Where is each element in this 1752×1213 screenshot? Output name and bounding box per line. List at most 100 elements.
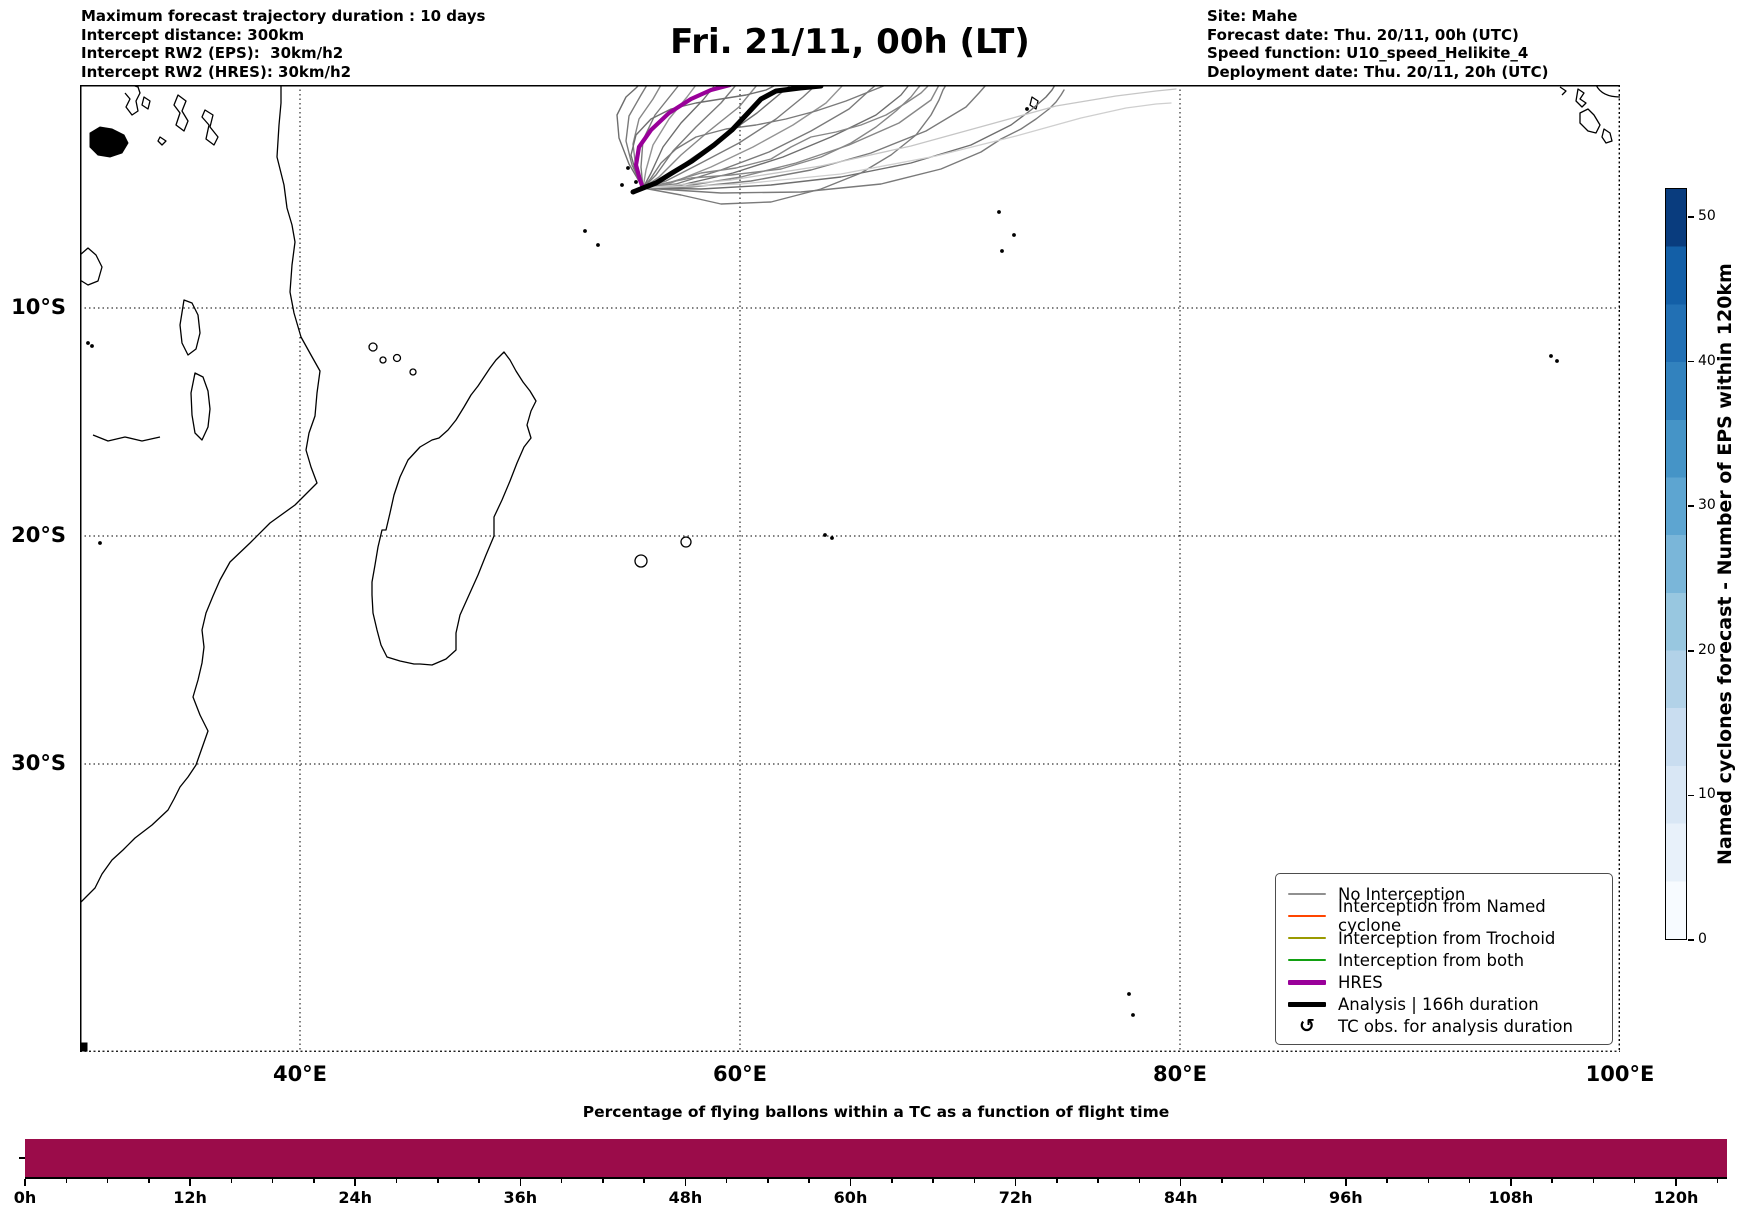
bar-major-tick (1675, 1179, 1677, 1186)
legend-row: Interception from both (1288, 949, 1602, 971)
bar-major-tick (1014, 1179, 1017, 1186)
rotate-ccw-icon: ↺ (1299, 1014, 1315, 1037)
bar-minor-tick (65, 1179, 68, 1183)
bar-minor-tick (1386, 1179, 1388, 1183)
info-line: Intercept RW2 (EPS): 30km/h2 (81, 44, 344, 62)
bar-minor-tick (478, 1179, 480, 1183)
island-dot (90, 344, 94, 348)
trajectory-eps-light (642, 88, 1177, 189)
lon-tick-label: 60°E (712, 1062, 768, 1086)
coastline-corner-island-a (1579, 108, 1601, 134)
island-outline (634, 554, 648, 568)
lat-tick-label: 30°S (11, 751, 66, 775)
island-outline (392, 353, 402, 363)
bar-minor-tick (725, 1179, 728, 1183)
island-dot (620, 183, 624, 187)
bar-minor-tick (395, 1179, 398, 1183)
bar-minor-tick (808, 1179, 810, 1183)
bar-tick-label: 120h (1653, 1188, 1699, 1207)
island-dot (823, 533, 827, 537)
legend-line (1288, 979, 1326, 985)
trajectory-hres (633, 85, 733, 191)
island-dot (596, 243, 600, 247)
bar-y-tick (19, 1157, 25, 1159)
figure-title: Fri. 21/11, 00h (LT) (670, 22, 1030, 62)
trajectory-eps (642, 85, 716, 189)
island-dot (1555, 359, 1559, 363)
bar-tick-label: 12h (173, 1188, 207, 1207)
bar-tick-label: 24h (338, 1188, 373, 1207)
legend-line-swatch (1288, 915, 1326, 917)
legend-label: Interception from Named cyclone (1338, 897, 1546, 935)
info-block-left: Maximum forecast trajectory duration : 1… (81, 7, 485, 81)
coastline-african-coast (80, 85, 321, 904)
bar-minor-tick (1592, 1179, 1595, 1183)
bar-minor-tick (1551, 1179, 1553, 1183)
legend-label: Analysis | 166h duration (1338, 994, 1539, 1014)
info-line: Site: Mahe (1207, 7, 1298, 25)
coastline-corner-island-c (1575, 88, 1587, 108)
trajectory-eps (642, 85, 910, 189)
bar-minor-tick (1303, 1179, 1306, 1183)
bar-minor-tick (313, 1179, 315, 1183)
bar-minor-tick (1138, 1179, 1141, 1183)
coastline-lake-squiggle-4 (157, 136, 167, 146)
colorbar-tick-label: 30 (1698, 497, 1716, 514)
trajectory-eps (642, 85, 697, 189)
bar-major-tick (1510, 1179, 1512, 1186)
bottom-chart-title: Percentage of flying ballons within a TC… (582, 1103, 1170, 1121)
bar-minor-tick (106, 1179, 109, 1183)
island-dot (634, 180, 638, 184)
island-outline (680, 536, 692, 548)
colorbar-tick (1688, 360, 1694, 363)
coastline-lake-rukwa (179, 299, 201, 356)
colorbar-tick-label: 40 (1698, 352, 1716, 369)
colorbar-tick (1688, 650, 1694, 652)
cyclone-obs-icon: ↺ (1288, 1014, 1326, 1037)
coastline-corner-coast-curve (1595, 85, 1620, 98)
legend-line-swatch (1288, 937, 1326, 939)
bar-major-tick (849, 1179, 852, 1186)
legend-row: ↺ TC obs. for analysis duration (1288, 1015, 1602, 1037)
coastline-corner-island-b (1601, 128, 1613, 144)
island-dot (997, 210, 1001, 214)
bar-major-tick (1179, 1179, 1182, 1186)
bar-minor-tick (973, 1179, 976, 1183)
legend-line-swatch (1288, 1001, 1326, 1007)
trajectory-eps (642, 85, 758, 189)
colorbar-tick (1688, 505, 1694, 507)
bar-minor-tick (891, 1179, 893, 1183)
bar-major-tick (189, 1179, 191, 1186)
info-line: Forecast date: Thu. 20/11, 00h (UTC) (1207, 25, 1519, 44)
bar-minor-tick (148, 1179, 150, 1183)
bar-minor-tick (1427, 1179, 1430, 1183)
bar-minor-tick (643, 1179, 645, 1183)
coastline-lake-squiggle-2 (141, 96, 151, 110)
island-dot (830, 536, 834, 540)
trajectory-eps (642, 85, 940, 189)
lon-tick-label: 80°E (1152, 1062, 1208, 1086)
legend-line (1288, 893, 1326, 895)
bar-tick-label: 72h (998, 1188, 1033, 1207)
colorbar-tick-label: 50 (1698, 207, 1716, 224)
trajectory-analysis (630, 85, 824, 195)
lon-tick-label: 100°E (1585, 1062, 1655, 1086)
colorbar (1665, 188, 1687, 940)
legend-label: Interception from Trochoid (1338, 928, 1556, 948)
info-line: Intercept distance: 300km (81, 25, 305, 44)
island-dot (1549, 354, 1553, 358)
bar-minor-tick (1097, 1179, 1099, 1183)
bar-minor-tick (767, 1179, 769, 1183)
bar-minor-tick (437, 1179, 439, 1183)
colorbar-tick (1688, 939, 1694, 941)
island-dot (583, 229, 587, 233)
island-dot (98, 541, 102, 545)
bar-minor-tick (1056, 1179, 1058, 1183)
lat-tick-label: 20°S (11, 523, 66, 547)
info-line: Speed function: U10_speed_Helikite_4 (1207, 44, 1529, 62)
info-line: Deployment date: Thu. 20/11, 20h (UTC) (1207, 62, 1549, 81)
colorbar-tick-label: 20 (1698, 641, 1716, 658)
lat-tick-label: 10°S (11, 295, 66, 319)
tc-percentage-bar (25, 1139, 1727, 1179)
